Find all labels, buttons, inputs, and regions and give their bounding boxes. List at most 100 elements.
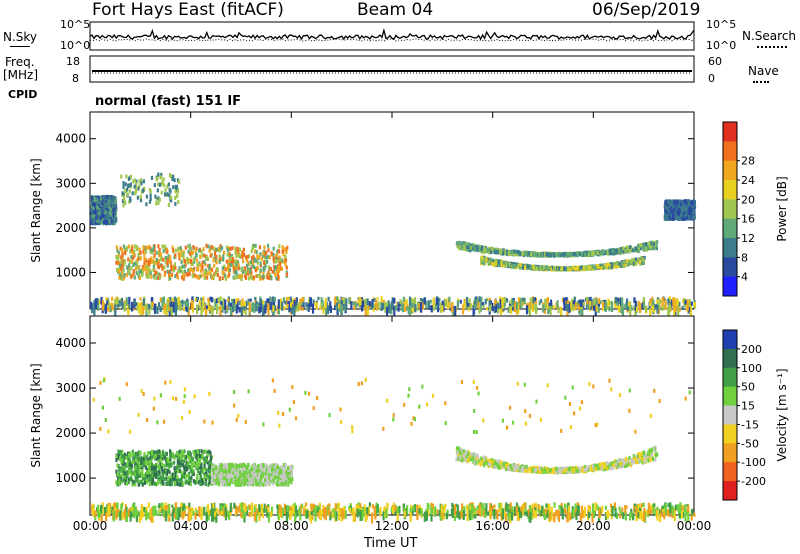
- data-cell: [499, 250, 502, 255]
- data-cell: [178, 464, 182, 469]
- data-cell: [116, 255, 119, 259]
- data-cell: [167, 202, 170, 207]
- data-cell: [644, 305, 647, 310]
- data-cell: [237, 263, 240, 268]
- data-cell: [221, 276, 224, 281]
- data-cell: [589, 300, 592, 312]
- data-cell: [266, 298, 269, 302]
- data-cell: [691, 200, 694, 205]
- data-cell: [207, 244, 210, 249]
- data-cell: [231, 246, 234, 251]
- data-cell: [143, 257, 146, 262]
- data-cell: [690, 301, 693, 306]
- data-cell: [182, 300, 185, 304]
- data-cell: [100, 196, 103, 201]
- data-cell: [485, 258, 488, 262]
- data-cell: [565, 297, 568, 301]
- data-cell: [168, 193, 171, 198]
- data-cell: [665, 217, 668, 221]
- data-cell: [256, 266, 259, 271]
- data-cell: [224, 299, 227, 310]
- data-cell: [128, 189, 131, 194]
- data-cell: [299, 298, 302, 304]
- colorbar-tick-label-1-4: 20: [741, 193, 755, 206]
- data-cell: [469, 245, 472, 250]
- data-cell: [582, 266, 585, 271]
- data-cell: [200, 297, 203, 301]
- data-cell: [359, 299, 362, 305]
- data-cell: [689, 211, 692, 216]
- data-cell: [267, 305, 270, 316]
- data-cell: [276, 267, 279, 271]
- data-cell: [111, 208, 114, 212]
- data-cell: [166, 269, 169, 274]
- data-cell: [160, 256, 163, 261]
- data-cell: [544, 298, 547, 309]
- data-cell: [155, 196, 158, 201]
- data-cell: [155, 475, 158, 479]
- data-cell: [672, 202, 676, 206]
- data-cell: [167, 475, 170, 480]
- data-cell: [435, 303, 438, 310]
- data-cell: [376, 297, 379, 301]
- data-cell: [596, 250, 599, 255]
- data-cell: [456, 300, 459, 308]
- data-cell: [149, 455, 152, 460]
- data-cell: [366, 306, 369, 316]
- data-cell: [670, 209, 674, 214]
- data-cell: [223, 264, 226, 269]
- data-cell: [168, 259, 171, 264]
- data-cell: [156, 306, 159, 314]
- data-cell: [143, 265, 146, 270]
- data-cell: [122, 203, 125, 208]
- data-cell: [570, 266, 574, 270]
- data-cell: [104, 304, 107, 314]
- data-cell: [576, 300, 579, 308]
- data-region-1-near-range-clutter: [90, 296, 697, 318]
- data-cell: [593, 305, 596, 312]
- data-cell: [110, 207, 113, 212]
- data-cell: [640, 243, 643, 247]
- data-cell: [196, 305, 199, 315]
- data-cell: [177, 189, 180, 194]
- data-cell: [163, 192, 167, 197]
- data-cell: [220, 301, 223, 305]
- freq-panel-frame: [89, 55, 695, 83]
- data-cell: [187, 258, 190, 263]
- data-cell: [578, 266, 581, 271]
- data-cell: [115, 260, 118, 265]
- data-cell: [627, 304, 631, 309]
- data-cell: [224, 267, 227, 272]
- data-cell: [513, 264, 516, 268]
- data-cell: [576, 253, 579, 258]
- data-cell: [586, 297, 589, 306]
- data-cell: [240, 306, 243, 316]
- data-cell: [302, 302, 305, 309]
- data-cell: [120, 277, 124, 281]
- data-cell: [489, 300, 493, 304]
- data-cell: [663, 216, 666, 221]
- data-cell: [256, 303, 259, 307]
- data-cell: [172, 301, 175, 313]
- data-cell: [196, 267, 200, 272]
- data-cell: [134, 302, 137, 307]
- colorbar-swatch-1-6: [723, 238, 737, 258]
- data-cell: [534, 252, 537, 257]
- data-cell: [300, 305, 303, 309]
- data-cell: [127, 244, 131, 249]
- data-cell: [92, 206, 95, 211]
- data-cell: [325, 305, 328, 317]
- data-cell: [144, 456, 147, 461]
- data-cell: [508, 262, 511, 267]
- data-cell: [506, 260, 509, 265]
- data-cell: [634, 300, 637, 311]
- data-cell: [474, 297, 477, 303]
- data-region-1-early-ionospheric: [90, 194, 118, 226]
- data-cell: [626, 259, 629, 264]
- data-cell: [413, 297, 417, 306]
- data-cell: [121, 252, 124, 257]
- data-cell: [127, 477, 131, 482]
- data-cell: [215, 247, 218, 252]
- data-cell: [547, 306, 550, 315]
- data-cell: [172, 185, 175, 190]
